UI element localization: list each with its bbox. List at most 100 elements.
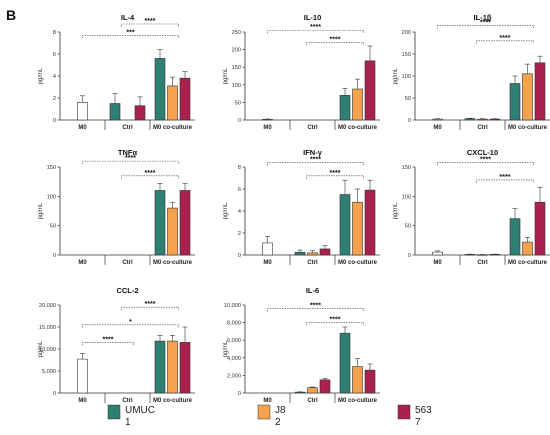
group-label: M0 [263, 398, 272, 404]
y-tick-label: 8 [53, 30, 56, 36]
legend-label-suffix: 1 [125, 417, 131, 428]
bar-M0 [77, 358, 88, 394]
bar-J82 [352, 366, 363, 394]
chart-panel-5: IFN-γ pg/mL 0 2 4 6 8 M0 Ctrl M0 co-culture **** **… [223, 148, 380, 266]
y-tick-label: 100 [232, 83, 241, 89]
bar-J82 [522, 73, 533, 121]
y-tick-label: 2,000 [227, 373, 241, 379]
significance-label: **** [330, 170, 341, 177]
group-label: M0 [78, 398, 87, 404]
group-label: Ctrl [477, 125, 488, 131]
bar-5637 [364, 60, 376, 121]
significance-label: **** [145, 301, 156, 308]
y-tick-label: 0 [408, 118, 411, 124]
bar-UMUC1 [509, 83, 521, 121]
group-label: Ctrl [477, 260, 488, 266]
y-tick-label: 0 [238, 253, 241, 259]
bar-UMUC1 [339, 194, 351, 256]
y-tick-label: 50 [235, 100, 241, 106]
bar-UMUC1 [294, 391, 306, 394]
significance-bracket: **** [121, 170, 179, 179]
bar-UMUC1 [154, 190, 166, 256]
significance-label: * [129, 319, 132, 326]
chart-panel-6: CXCL-10 pg/mL 0 50 100 150 M0 Ctrl M0 co-culture… [393, 148, 550, 266]
significance-bracket: **** [476, 35, 534, 44]
y-tick-label: 4 [53, 74, 56, 80]
bar-J82 [522, 241, 533, 256]
bar-5637 [179, 190, 191, 256]
group-label: M0 co-culture [338, 398, 378, 404]
bar-5637 [489, 254, 501, 256]
chart-panel-7: CCL-2 pg/mL 0 5,000 10,000 15,000 20,000 M0 Ctrl… [38, 286, 195, 404]
group-label: Ctrl [307, 260, 318, 266]
bar-UMUC1 [464, 118, 476, 121]
y-tick-label: 10,000 [224, 303, 241, 309]
bar-UMUC1 [154, 340, 166, 394]
bar-M0 [77, 102, 88, 121]
group-label: Ctrl [122, 398, 133, 404]
group-label: Ctrl [307, 398, 318, 404]
y-tick-label: 0 [408, 253, 411, 259]
legend-swatch [397, 404, 411, 420]
significance-label: **** [310, 157, 321, 164]
chart-panel-8: IL-6 pg/mL 0 2,000 4,000 6,000 8,000 10,000 M0 Ct… [223, 286, 380, 404]
panel-title: IFN-γ [303, 148, 323, 157]
y-tick-label: 0 [238, 391, 241, 397]
significance-label: **** [145, 18, 156, 25]
y-tick-label: 150 [47, 165, 56, 171]
group-label: M0 co-culture [153, 398, 193, 404]
panel-title: IL-10 [304, 13, 322, 22]
y-axis-label: pg/mL [38, 202, 44, 219]
y-tick-label: 50 [405, 224, 411, 230]
group-label: M0 [78, 125, 87, 131]
bar-J82 [477, 118, 488, 121]
legend-item-2: J82 [257, 404, 286, 428]
group-label: Ctrl [122, 125, 133, 131]
y-tick-label: 250 [232, 30, 241, 36]
y-tick-label: 5,000 [42, 369, 56, 375]
y-tick-label: 150 [402, 52, 411, 58]
chart-panel-3: IL-1β pg/mL 0 50 100 150 200 M0 Ctrl M0 co-cultur… [393, 13, 550, 131]
bar-UMUC1 [294, 251, 306, 256]
significance-bracket: * [82, 319, 179, 328]
panel-title: IL-4 [121, 13, 135, 22]
bar-UMUC1 [339, 95, 351, 121]
bar-J82 [352, 88, 363, 121]
significance-label: **** [480, 156, 491, 163]
bar-J82 [167, 340, 178, 394]
group-label: M0 [78, 260, 87, 266]
y-tick-label: 10,000 [39, 347, 56, 353]
legend-swatch [257, 404, 271, 420]
y-tick-label: 2 [53, 96, 56, 102]
bar-5637 [534, 201, 546, 256]
significance-bracket: **** [306, 37, 364, 46]
significance-bracket: **** [476, 174, 534, 183]
y-axis-label: pg/mL [393, 202, 399, 219]
bar-M0 [262, 242, 273, 256]
y-tick-label: 0 [53, 253, 56, 259]
significance-label: **** [145, 170, 156, 177]
significance-label: *** [126, 29, 134, 36]
group-label: M0 co-culture [508, 260, 548, 266]
significance-label: **** [330, 317, 341, 324]
group-label: M0 [263, 260, 272, 266]
y-tick-label: 100 [47, 194, 56, 200]
legend-label: J8 [275, 405, 286, 416]
y-tick-label: 150 [402, 165, 411, 171]
group-label: M0 co-culture [508, 125, 548, 131]
bar-J82 [167, 85, 178, 121]
y-tick-label: 50 [405, 96, 411, 102]
significance-label: **** [125, 155, 136, 162]
significance-bracket: **** [82, 155, 179, 165]
significance-bracket: **** [437, 156, 534, 166]
y-axis-label: pg/mL [223, 202, 229, 219]
y-tick-label: 2 [238, 231, 241, 237]
significance-label: **** [480, 19, 491, 26]
bar-M0 [262, 118, 273, 121]
panel-title: TNFα [118, 148, 138, 157]
y-tick-label: 50 [50, 224, 56, 230]
y-tick-label: 200 [402, 30, 411, 36]
